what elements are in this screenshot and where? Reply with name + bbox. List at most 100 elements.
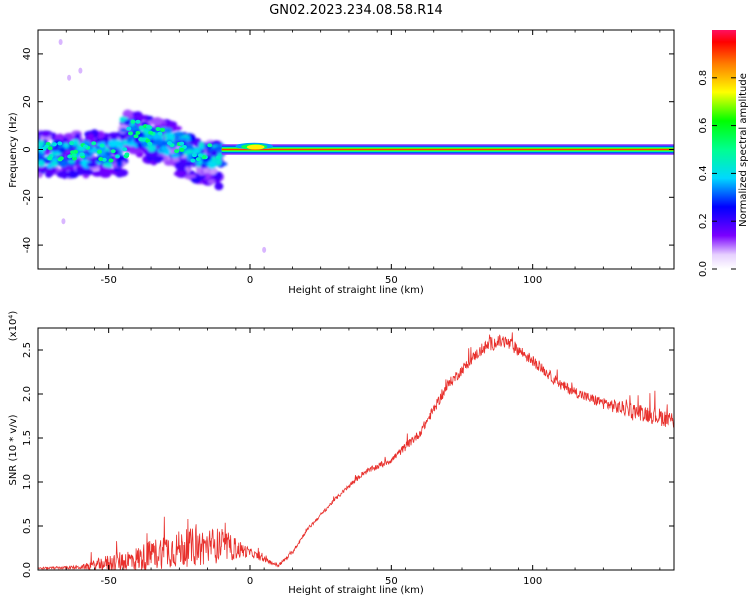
heatmap-cell <box>211 156 217 163</box>
heatmap-band <box>221 149 674 150</box>
heatmap-cell <box>66 162 76 167</box>
heatmap-cell <box>50 145 60 151</box>
colorbar-gradient <box>712 30 736 269</box>
heatmap-cell <box>153 156 163 164</box>
heatmap-cell <box>214 171 223 181</box>
heatmap-cell <box>45 167 57 175</box>
heatmap-cell <box>98 168 105 177</box>
heatmap-cell <box>86 162 94 168</box>
heatmap-cell <box>160 145 169 152</box>
heatmap-cell <box>214 182 224 191</box>
colorbar-label: Normalized spectral amplitude <box>738 73 749 227</box>
heatmap-cell <box>114 154 120 159</box>
heatmap-cell <box>71 156 77 161</box>
heatmap-cell <box>191 153 197 158</box>
heatmap-cell <box>153 139 163 146</box>
heatmap-cell <box>58 38 63 45</box>
colorbar-tick-label: 0.4 <box>698 165 709 181</box>
heatmap-cell <box>47 156 53 161</box>
heatmap-cell <box>215 155 221 160</box>
heatmap-y-label: Frequency (Hz) <box>8 112 19 188</box>
heatmap-x-label: Height of straight line (km) <box>288 285 424 296</box>
heatmap-cell <box>146 124 152 129</box>
heatmap-cell <box>67 74 72 81</box>
y-tick-label: 0.0 <box>22 562 33 578</box>
heatmap-cell <box>216 159 222 166</box>
y-tick-label: 2.0 <box>22 386 33 402</box>
x-tick-label: -50 <box>100 275 116 286</box>
heatmap-cell <box>61 218 66 225</box>
y-tick-label: 1.5 <box>22 430 33 446</box>
heatmap-cell <box>126 126 132 131</box>
heatmap-cell <box>179 141 185 146</box>
heatmap-cell <box>214 145 225 152</box>
heatmap-cell <box>133 114 148 121</box>
snr-y-label: SNR (10 * v/v) <box>8 414 19 485</box>
heatmap-cell <box>148 146 155 153</box>
heatmap-cell <box>83 144 89 149</box>
heatmap-cell <box>166 132 174 139</box>
heatmap-cell <box>80 158 88 167</box>
x-tick-label: 0 <box>247 576 253 587</box>
heatmap-cell <box>164 160 174 166</box>
heatmap-cell <box>107 139 118 148</box>
heatmap-cell <box>190 158 196 163</box>
heatmap-cell <box>58 156 64 161</box>
heatmap-cell <box>138 125 144 130</box>
heatmap-cell <box>130 119 136 124</box>
heatmap-cell <box>151 117 163 126</box>
heatmap-cell <box>38 140 45 147</box>
heatmap-cell <box>185 161 193 168</box>
heatmap-cell <box>110 149 116 154</box>
heatmap-cell <box>110 133 118 142</box>
snr-series-line <box>38 332 674 570</box>
y-tick-label: 20 <box>22 95 33 108</box>
x-tick-label: 100 <box>523 275 542 286</box>
colorbar-ticks: 0.0 0.2 0.4 0.6 0.8 <box>698 70 736 277</box>
heatmap-cell <box>46 163 53 169</box>
heatmap-cell <box>174 149 180 154</box>
heatmap-cell <box>184 143 194 150</box>
snr-x-label: Height of straight line (km) <box>288 585 424 596</box>
x-tick-label: 50 <box>385 576 398 587</box>
heatmap-cell <box>190 177 202 182</box>
heatmap-cell <box>86 133 95 144</box>
heatmap-cell <box>167 141 173 146</box>
figure-title: GN02.2023.234.08.58.R14 <box>269 3 443 18</box>
heatmap-cell <box>99 143 105 148</box>
colorbar-tick-label: 0.0 <box>698 261 709 277</box>
heatmap-cell <box>147 141 153 146</box>
heatmap-cell <box>170 152 180 159</box>
heatmap-cell <box>71 153 77 158</box>
heatmap-cell <box>138 137 144 142</box>
heatmap-cell <box>67 154 73 159</box>
heatmap-cell <box>135 119 141 124</box>
heatmap-cell <box>128 147 142 155</box>
heatmap-cell <box>133 134 139 139</box>
heatmap-cell <box>179 147 185 152</box>
heatmap-cell <box>197 153 203 158</box>
colorbar-tick-label: 0.8 <box>698 70 709 86</box>
heatmap-cell <box>171 157 180 162</box>
heatmap-cell <box>126 136 133 143</box>
heatmap-cell <box>207 179 216 185</box>
snr-y-multiplier: (x10⁴) <box>8 311 19 342</box>
x-tick-label: -50 <box>100 576 116 587</box>
heatmap-cell <box>116 168 129 177</box>
heatmap-cell <box>148 130 154 135</box>
heatmap-cell <box>246 144 265 150</box>
heatmap-cell <box>181 145 187 150</box>
heatmap-cell <box>155 127 161 132</box>
heatmap-cell <box>38 146 43 152</box>
heatmap-cell <box>130 126 140 132</box>
heatmap-cell <box>106 162 113 169</box>
snr-axes: -50 0 50 100 0.0 0.5 1.0 1.5 2.0 2.5 <box>22 328 674 587</box>
snr-frame <box>37 327 675 571</box>
y-tick-label: 0.5 <box>22 518 33 534</box>
heatmap-cell <box>135 130 141 135</box>
heatmap-cell <box>207 143 213 148</box>
heatmap-cell <box>145 151 158 157</box>
heatmap-cell <box>108 158 114 163</box>
heatmap-cell <box>262 246 267 253</box>
